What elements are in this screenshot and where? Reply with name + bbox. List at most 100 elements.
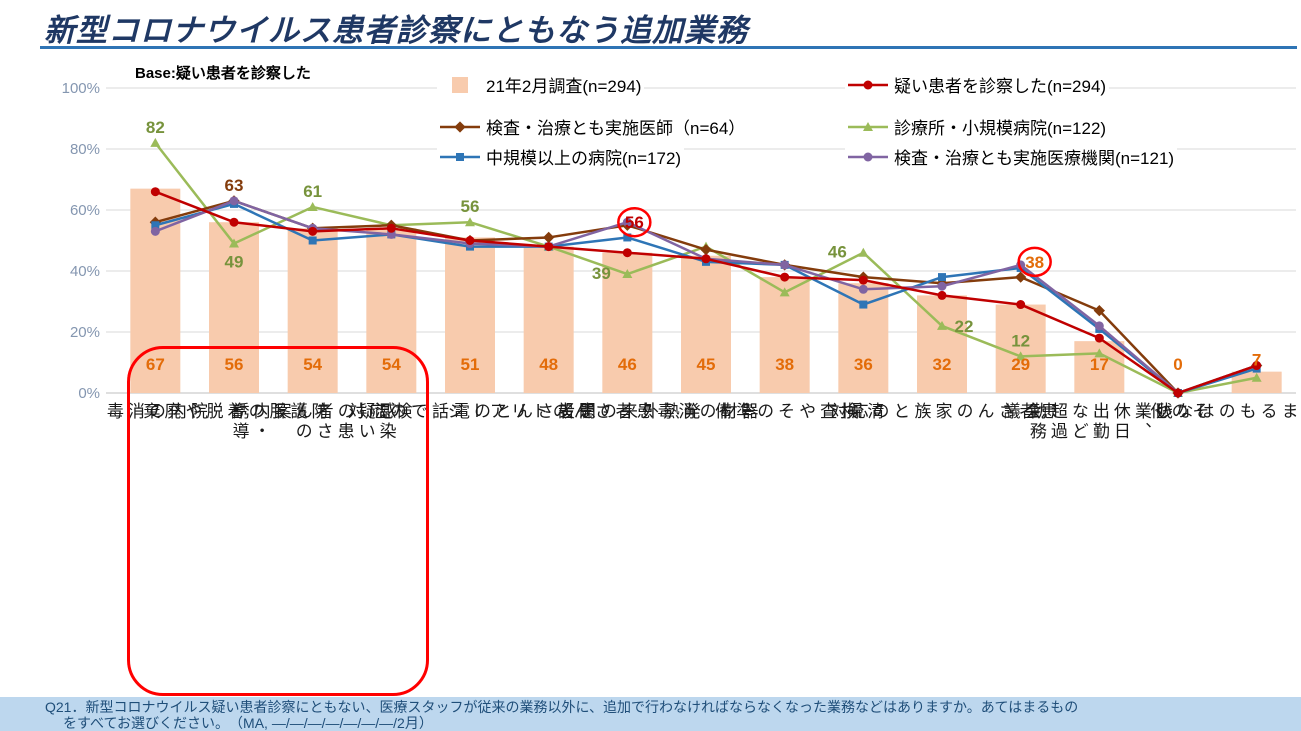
legend-label: 疑い患者を診察した(n=294) bbox=[894, 77, 1107, 96]
y-tick-label: 80% bbox=[70, 141, 100, 158]
footer-line2: をすべてお選びください。 （MA, ―/―/―/―/―/―/―/2月） bbox=[63, 715, 433, 731]
data-point-marker bbox=[308, 226, 318, 236]
data-point-marker bbox=[1093, 304, 1105, 317]
legend-item: 検査・治療とも実施医療機関(n=121) bbox=[845, 144, 1178, 169]
bar bbox=[523, 246, 574, 393]
data-label: 63 bbox=[225, 176, 244, 195]
legend-item: 疑い患者を診察した(n=294) bbox=[845, 72, 1110, 97]
data-point-marker bbox=[150, 187, 160, 197]
category-label: 患者さんとの電話での応対 bbox=[345, 402, 595, 422]
data-point-marker bbox=[229, 196, 239, 206]
y-tick-label: 100% bbox=[62, 80, 100, 97]
data-point-marker bbox=[863, 121, 873, 131]
data-point-marker bbox=[937, 281, 947, 291]
bar-value-label: 17 bbox=[1090, 355, 1109, 374]
bar bbox=[759, 277, 810, 393]
data-point-marker bbox=[622, 248, 632, 258]
data-point-marker bbox=[1015, 351, 1026, 361]
data-point-marker bbox=[858, 275, 868, 285]
legend-item: 診療所・小規模病院(n=122) bbox=[845, 114, 1110, 139]
category-label: 患者さんの家族との応対 bbox=[827, 402, 1057, 422]
bar bbox=[287, 228, 338, 393]
legend-label: 検査・治療とも実施医師（n=64） bbox=[486, 119, 746, 138]
bar-value-label: 32 bbox=[933, 355, 952, 374]
triangle-legend-marker-icon bbox=[848, 121, 888, 131]
data-point-marker bbox=[701, 254, 711, 264]
data-point-marker bbox=[1015, 271, 1027, 283]
data-point-marker bbox=[700, 243, 712, 256]
category-label: 会議 bbox=[1000, 402, 1041, 422]
data-point-marker bbox=[1251, 372, 1262, 382]
data-label: 56 bbox=[461, 197, 480, 216]
y-tick-label: 60% bbox=[70, 202, 100, 219]
data-point-marker bbox=[622, 217, 632, 227]
data-point-marker bbox=[780, 260, 790, 270]
circled-value-label: 38 bbox=[1025, 253, 1044, 272]
bar bbox=[681, 255, 731, 393]
data-point-marker bbox=[780, 272, 790, 282]
data-point-marker bbox=[454, 120, 466, 133]
category-label: 検査やその準備 bbox=[712, 402, 858, 422]
data-point-marker bbox=[308, 236, 317, 245]
square-legend-marker-icon bbox=[440, 152, 480, 161]
data-label: 12 bbox=[1011, 331, 1030, 350]
legend-item: 検査・治療とも実施医師（n=64） bbox=[437, 114, 749, 139]
legend-label: 中規模以上の病院(n=172) bbox=[486, 149, 682, 168]
data-point-marker bbox=[150, 137, 161, 147]
bar-value-label: 36 bbox=[854, 355, 873, 374]
category-label: 防護服の着脱や廃棄 bbox=[140, 402, 328, 422]
data-point-marker bbox=[1094, 348, 1105, 358]
bar-value-label: 56 bbox=[225, 355, 244, 374]
data-point-marker bbox=[863, 152, 873, 161]
bar-value-label: 54 bbox=[303, 355, 322, 374]
data-point-marker bbox=[386, 223, 396, 233]
data-label: 82 bbox=[146, 118, 165, 137]
y-tick-label: 20% bbox=[70, 324, 100, 341]
data-label: 61 bbox=[303, 182, 322, 201]
data-point-marker bbox=[859, 300, 868, 309]
bar-value-label: 45 bbox=[697, 355, 716, 374]
category-label: 器材の消毒 bbox=[654, 402, 758, 422]
swatch-legend-marker-icon bbox=[452, 76, 468, 93]
data-point-marker bbox=[229, 238, 239, 248]
y-tick-label: 0% bbox=[78, 385, 100, 402]
y-tick-label: 40% bbox=[70, 263, 100, 280]
bar-value-label: 46 bbox=[618, 355, 637, 374]
data-point-marker bbox=[456, 152, 464, 161]
category-label: 発熱外来の開設 bbox=[554, 402, 700, 422]
highlight-box bbox=[127, 346, 430, 696]
legend-label: 診療所・小規模病院(n=122) bbox=[894, 119, 1107, 138]
data-point-marker bbox=[937, 320, 947, 330]
data-point-marker bbox=[465, 217, 475, 227]
data-point-marker bbox=[1173, 388, 1183, 398]
title-underline bbox=[40, 46, 1297, 49]
data-point-marker bbox=[151, 221, 160, 230]
bar-value-label: 29 bbox=[1011, 355, 1030, 374]
data-point-marker bbox=[307, 201, 318, 211]
footer-line1: Q21．新型コロナウイルス疑い患者診察にともない、医療スタッフが従来の業務以外に… bbox=[45, 699, 1079, 715]
data-point-marker bbox=[543, 231, 555, 244]
bar bbox=[209, 222, 259, 393]
data-label: 49 bbox=[225, 253, 244, 272]
category-label: 残業、休日出勤など超過勤務 bbox=[1026, 402, 1172, 442]
legend-label: 21年2月調査(n=294) bbox=[486, 77, 642, 96]
diamond-legend-marker-icon bbox=[440, 120, 480, 133]
circle-legend-marker-icon bbox=[848, 80, 888, 89]
data-point-marker bbox=[863, 80, 873, 89]
bar-value-label: 48 bbox=[539, 355, 558, 374]
circled-value-label: 56 bbox=[625, 213, 644, 232]
category-label: あてはまるものはない bbox=[1152, 402, 1301, 422]
data-point-marker bbox=[544, 242, 554, 252]
bar-value-label: 38 bbox=[775, 355, 794, 374]
data-point-marker bbox=[858, 284, 868, 294]
legend-item: 中規模以上の病院(n=172) bbox=[437, 144, 685, 169]
data-point-marker bbox=[1094, 333, 1104, 343]
highlight-circle bbox=[1017, 246, 1052, 278]
category-label: 感染疑いの患者さんの案内・誘導 bbox=[229, 402, 396, 442]
bar bbox=[1231, 371, 1282, 393]
data-label: 46 bbox=[828, 243, 847, 262]
bar bbox=[445, 237, 495, 393]
data-point-marker bbox=[1016, 300, 1026, 310]
bar-value-label: 51 bbox=[461, 355, 480, 374]
